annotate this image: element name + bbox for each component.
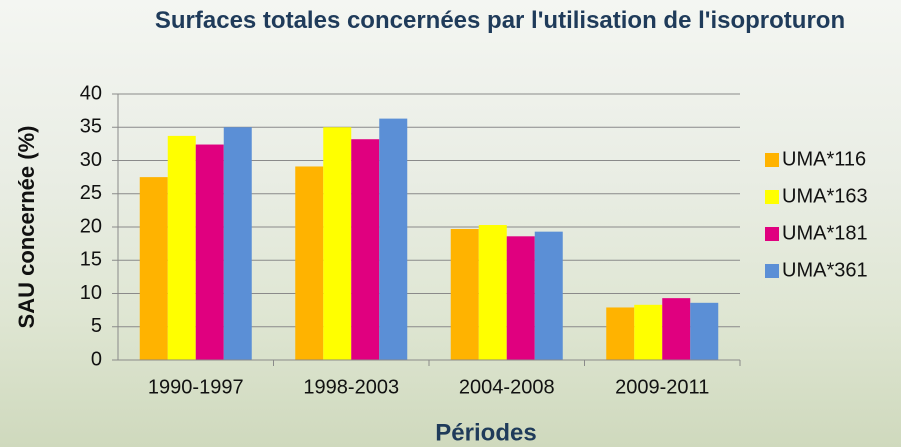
bar	[139, 177, 168, 360]
bar	[634, 304, 663, 360]
bar	[167, 135, 196, 360]
bar	[534, 231, 563, 360]
x-axis-title: Périodes	[435, 419, 536, 446]
bar	[450, 228, 479, 360]
legend-swatch	[765, 264, 779, 278]
bar	[606, 307, 635, 360]
y-tick-label: 5	[91, 315, 102, 337]
bar	[379, 118, 408, 360]
bar	[351, 139, 380, 360]
y-tick-label: 15	[80, 249, 102, 271]
chart-title: Surfaces totales concernées par l'utilis…	[154, 7, 846, 34]
bar	[323, 127, 352, 360]
y-tick-label: 30	[80, 149, 102, 171]
bar	[662, 298, 691, 360]
bar	[506, 236, 535, 360]
legend-label: UMA*116	[782, 148, 866, 170]
y-tick-label: 25	[80, 182, 102, 204]
legend-label: UMA*181	[782, 222, 868, 244]
bar	[478, 225, 507, 360]
bar	[223, 127, 252, 360]
y-tick-label: 10	[80, 282, 102, 304]
legend-label: UMA*163	[782, 185, 868, 207]
y-axis-title: SAU concernée (%)	[14, 126, 39, 329]
bar	[690, 302, 719, 360]
y-tick-label: 0	[91, 348, 102, 370]
legend-swatch	[765, 153, 779, 167]
bar	[295, 166, 324, 360]
y-tick-label: 40	[80, 82, 102, 104]
bar	[195, 144, 224, 360]
x-tick-label: 2004-2008	[459, 376, 555, 398]
x-tick-label: 1998-2003	[303, 376, 399, 398]
legend-label: UMA*361	[782, 259, 868, 281]
x-tick-label: 1990-1997	[148, 376, 244, 398]
legend-swatch	[765, 227, 779, 241]
y-tick-label: 20	[80, 215, 102, 237]
x-tick-label: 2009-2011	[615, 376, 709, 398]
legend-swatch	[765, 190, 779, 204]
y-tick-label: 35	[80, 116, 102, 138]
